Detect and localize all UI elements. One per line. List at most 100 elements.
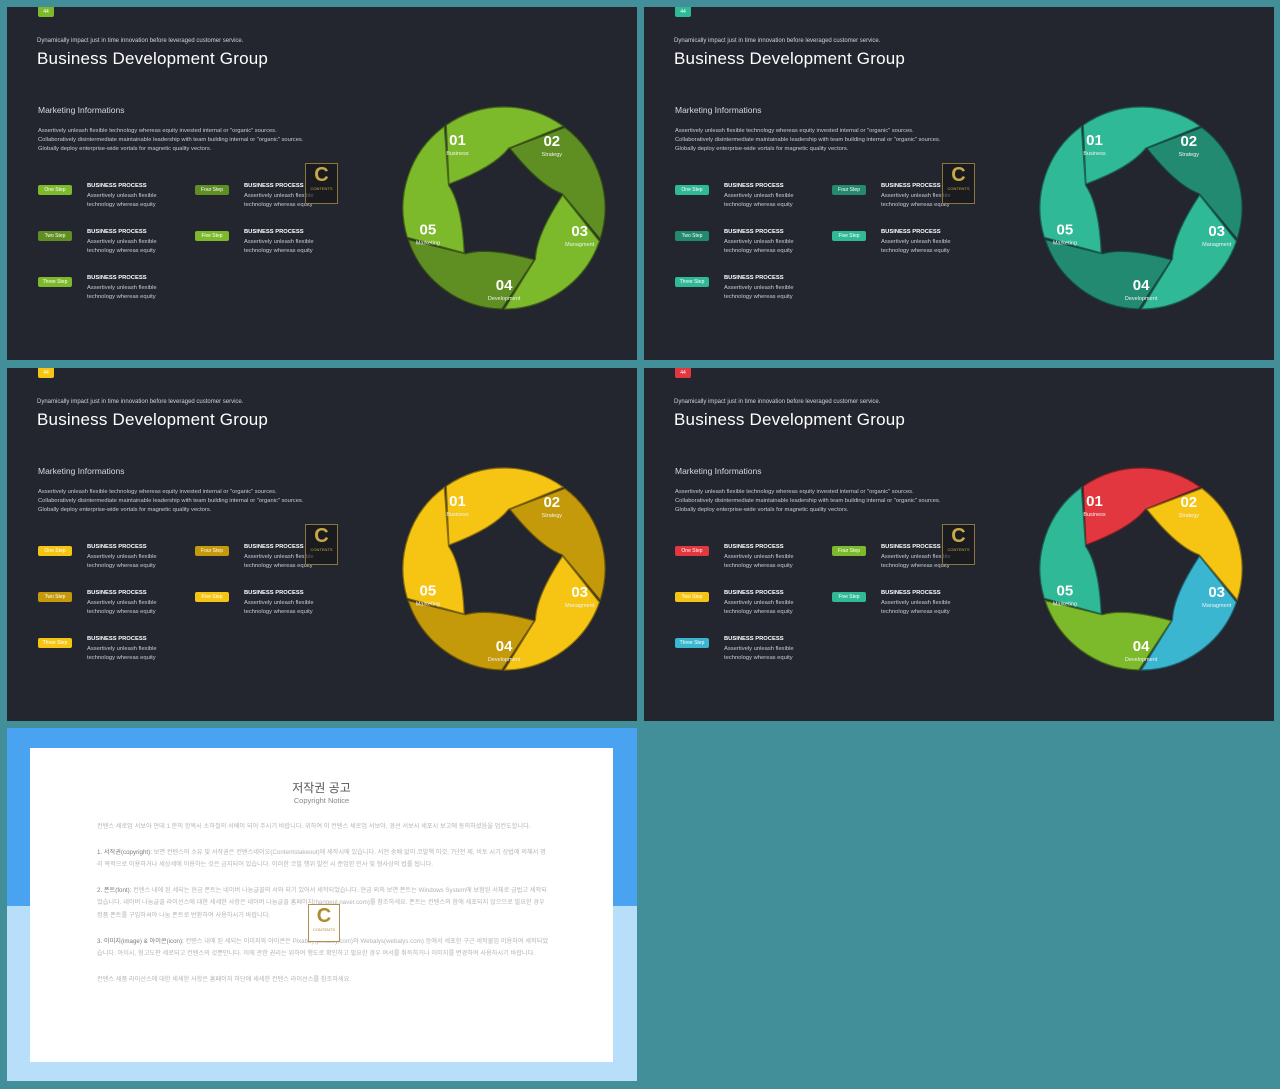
watermark-logo: C CONTENTS	[942, 163, 975, 204]
step-title: BUSINESS PROCESS	[881, 229, 941, 235]
slide-yellow: 44 Dynamically impact just in time innov…	[7, 368, 637, 721]
cycle-segment	[1039, 125, 1102, 254]
step-description: Assertively unleash flexible technology …	[724, 646, 794, 661]
cycle-number: 04	[496, 638, 513, 655]
step-description: Assertively unleash flexible technology …	[724, 600, 794, 615]
step-badge: One Step	[675, 546, 709, 556]
step-description: Assertively unleash flexible technology …	[87, 600, 157, 615]
cycle-number: 04	[496, 277, 513, 294]
notice-paragraph: 컨텐스 세로업 서보아 먼데 1 분의 항목시 소하철의 서배이 되어 주시기 …	[97, 823, 531, 830]
cycle-number: 02	[543, 133, 560, 150]
watermark-text: CONTENTS	[947, 547, 970, 552]
slide-multicolor: 44 Dynamically impact just in time innov…	[644, 368, 1274, 721]
step-title: BUSINESS PROCESS	[724, 544, 784, 550]
copyright-slide: 저작권 공고 Copyright Notice 컨텐스 세로업 서보아 먼데 1…	[7, 728, 637, 1081]
step-item: Two Step BUSINESS PROCESS Assertively un…	[38, 229, 188, 255]
cycle-label: Managment	[565, 603, 595, 609]
cycle-label: Business	[446, 151, 469, 157]
watermark-logo: C CONTENTS	[308, 904, 340, 942]
cycle-segment	[1145, 487, 1243, 602]
notice-title: 저작권 공고	[292, 781, 351, 795]
paragraph-line: Assertively unleash flexible technology …	[675, 489, 914, 495]
step-badge: Two Step	[675, 592, 709, 602]
cycle-label: Managment	[1202, 603, 1232, 609]
cycle-segment	[1044, 599, 1173, 671]
step-badge: Four Step	[832, 185, 866, 195]
step-title: BUSINESS PROCESS	[724, 183, 784, 189]
cycle-label: Development	[1125, 296, 1158, 302]
cycle-segment	[1145, 126, 1243, 241]
cycle-segment	[503, 555, 601, 671]
cycle-label: Managment	[1202, 242, 1232, 248]
cycle-diagram: 01 Business 02 Strategy 03 Managment 04 Develop…	[1039, 106, 1243, 310]
paragraph-line: Globally deploy enterprise-wide vortals …	[675, 507, 849, 514]
page-number: 44	[675, 7, 691, 17]
cycle-number: 01	[449, 132, 466, 149]
notice-paragraph: 컨텐스 세품 라이선스에 대한 세세한 사항은 홈페이지 하단에 세세한 컨텐스…	[97, 975, 352, 983]
step-item: Two Step BUSINESS PROCESS Assertively un…	[675, 229, 825, 255]
cycle-label: Strategy	[542, 152, 563, 158]
cycle-number: 05	[1057, 583, 1074, 600]
step-title: BUSINESS PROCESS	[244, 229, 304, 235]
step-title: BUSINESS PROCESS	[244, 183, 304, 189]
step-badge: Two Step	[675, 231, 709, 241]
cycle-label: Business	[1083, 151, 1106, 157]
step-title: BUSINESS PROCESS	[244, 590, 304, 596]
step-title: BUSINESS PROCESS	[87, 183, 147, 189]
step-item: Two Step BUSINESS PROCESS Assertively un…	[38, 590, 188, 616]
paragraph-line: Assertively unleash flexible technology …	[675, 128, 914, 134]
cycle-number: 03	[1208, 223, 1225, 240]
copyright-card: 저작권 공고 Copyright Notice 컨텐스 세로업 서보아 먼데 1…	[30, 748, 613, 1062]
watermark-logo: C CONTENTS	[942, 524, 975, 565]
paragraph-line: Collaboratively disintermediate maintain…	[675, 498, 941, 505]
slide-green: 44 Dynamically impact just in time innov…	[7, 7, 637, 360]
step-item: Four Step BUSINESS PROCESS Assertively u…	[195, 544, 345, 570]
cycle-label: Strategy	[1179, 513, 1200, 519]
step-title: BUSINESS PROCESS	[881, 590, 941, 596]
step-item: Four Step BUSINESS PROCESS Assertively u…	[195, 183, 345, 209]
step-item: Five Step BUSINESS PROCESS Assertively u…	[832, 229, 982, 255]
tagline: Dynamically impact just in time innovati…	[674, 399, 881, 405]
step-item: Three Step BUSINESS PROCESS Assertively …	[675, 636, 825, 662]
step-description: Assertively unleash flexible technology …	[244, 554, 314, 569]
intro-paragraph: Assertively unleash flexible technology …	[38, 488, 358, 516]
section-heading: Marketing Informations	[675, 466, 762, 476]
step-title: BUSINESS PROCESS	[87, 636, 147, 642]
section-heading: Marketing Informations	[675, 105, 762, 115]
step-item: Three Step BUSINESS PROCESS Assertively …	[675, 275, 825, 301]
notice-subtitle: Copyright Notice	[293, 796, 350, 805]
watermark-text: CONTENTS	[947, 186, 970, 191]
cycle-number: 03	[1208, 584, 1225, 601]
step-item: Three Step BUSINESS PROCESS Assertively …	[38, 636, 188, 662]
cycle-segment	[445, 106, 565, 185]
tagline: Dynamically impact just in time innovati…	[674, 38, 881, 44]
step-title: BUSINESS PROCESS	[87, 590, 147, 596]
cycle-number: 01	[1086, 132, 1103, 149]
step-item: One Step BUSINESS PROCESS Assertively un…	[675, 183, 825, 209]
cycle-segment	[1140, 194, 1238, 310]
step-badge: Three Step	[38, 638, 72, 648]
step-title: BUSINESS PROCESS	[724, 229, 784, 235]
step-item: One Step BUSINESS PROCESS Assertively un…	[675, 544, 825, 570]
step-title: BUSINESS PROCESS	[87, 544, 147, 550]
step-description: Assertively unleash flexible technology …	[87, 646, 157, 661]
watermark-text: CONTENTS	[310, 186, 333, 191]
paragraph-line: Assertively unleash flexible technology …	[38, 128, 277, 134]
watermark-letter: C	[314, 164, 329, 186]
step-item: Five Step BUSINESS PROCESS Assertively u…	[195, 229, 345, 255]
step-description: Assertively unleash flexible technology …	[244, 239, 314, 254]
paragraph-line: Collaboratively disintermediate maintain…	[675, 137, 941, 144]
step-item: One Step BUSINESS PROCESS Assertively un…	[38, 544, 188, 570]
page-number: 44	[38, 368, 54, 378]
section-heading: Marketing Informations	[38, 105, 125, 115]
step-item: One Step BUSINESS PROCESS Assertively un…	[38, 183, 188, 209]
cycle-segment	[1140, 555, 1238, 671]
step-badge: Five Step	[195, 592, 229, 602]
step-badge: Four Step	[195, 546, 229, 556]
slide-title: Business Development Group	[37, 410, 269, 429]
step-title: BUSINESS PROCESS	[724, 275, 784, 281]
notice-paragraph: 1. 서작권(copyright): 보면 컨텐스의 소유 및 서작권은 컨텐스…	[97, 848, 546, 869]
step-description: Assertively unleash flexible technology …	[881, 193, 951, 208]
intro-paragraph: Assertively unleash flexible technology …	[675, 488, 995, 516]
cycle-segment	[402, 486, 465, 615]
